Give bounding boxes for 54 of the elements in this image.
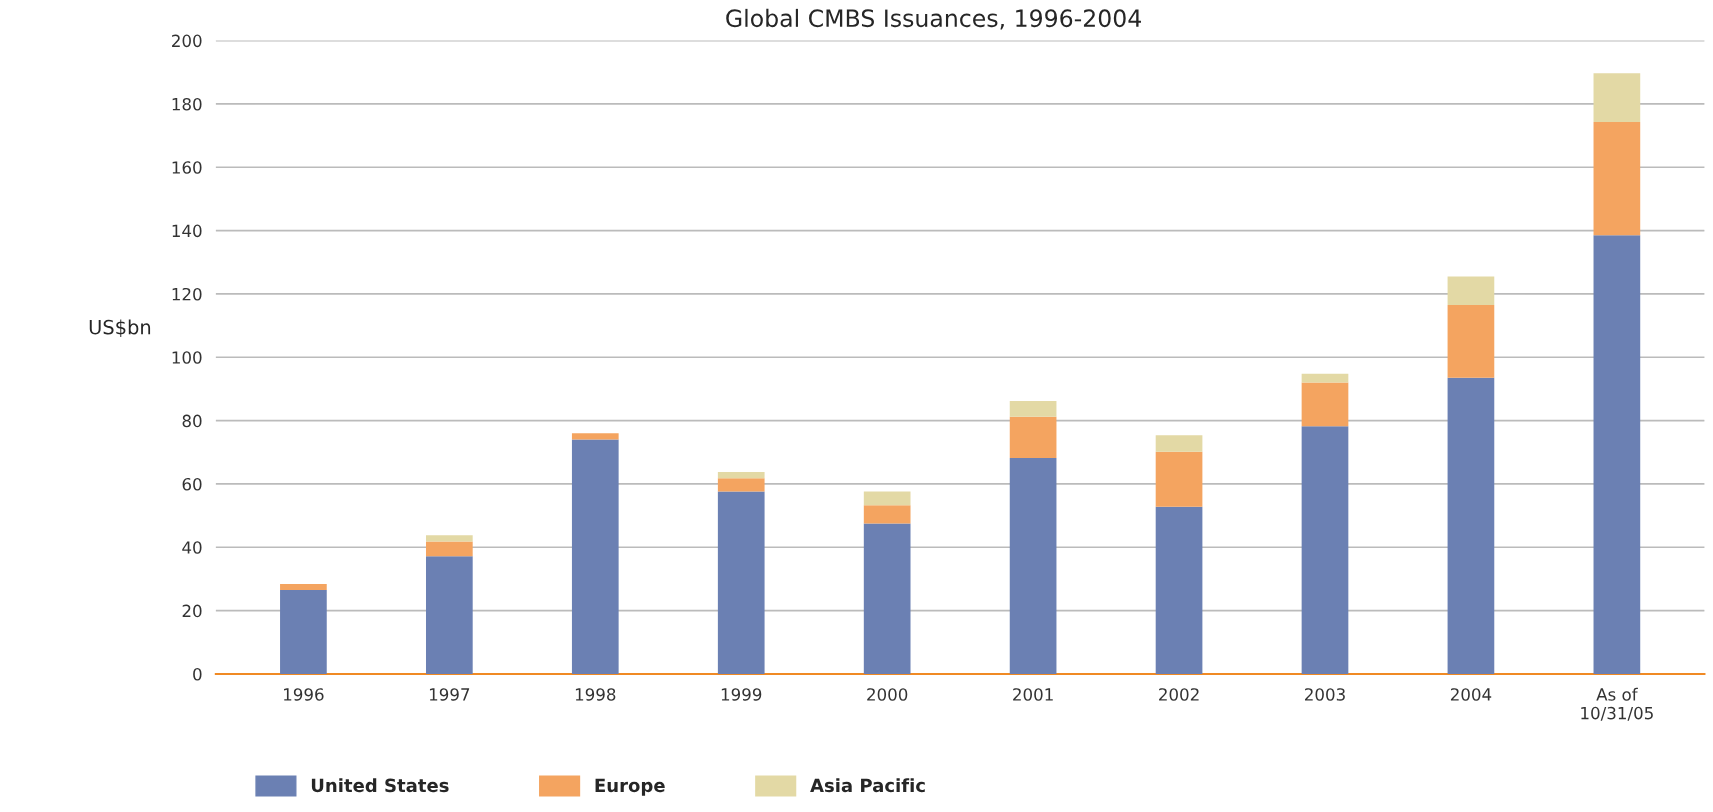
bar xyxy=(1447,305,1495,378)
bar xyxy=(863,523,911,674)
legend-label: United States xyxy=(311,778,449,793)
y-tick-label: 180 xyxy=(172,97,202,111)
y-tick-label: 200 xyxy=(172,34,202,48)
bar xyxy=(1447,276,1495,306)
bar xyxy=(1009,416,1057,458)
x-tick-label: 1996 xyxy=(284,688,324,701)
bar xyxy=(1009,400,1057,417)
x-tick-label: 2004 xyxy=(1450,688,1492,701)
bar xyxy=(1301,382,1349,427)
bar xyxy=(280,584,327,591)
y-tick-label: 160 xyxy=(172,161,202,174)
x-tick-label: 2000 xyxy=(867,688,908,701)
chart-title: Global CMBS Issuances, 1996-2004 xyxy=(726,8,1141,30)
bar xyxy=(1447,377,1495,674)
bar xyxy=(717,478,765,492)
bar xyxy=(863,491,911,506)
y-tick-label: 140 xyxy=(172,224,202,238)
bar xyxy=(863,505,911,524)
bar xyxy=(1593,121,1641,236)
x-tick-label: 2003 xyxy=(1305,688,1345,701)
x-tick-label: As of 10/31/05 xyxy=(1581,687,1653,721)
bar xyxy=(571,433,619,440)
y-tick-label: 60 xyxy=(182,477,202,491)
bar xyxy=(1301,426,1349,674)
bar xyxy=(1009,457,1057,674)
x-tick-label: 1999 xyxy=(721,688,762,701)
x-tick-label: 1998 xyxy=(575,688,616,701)
y-tick-label: 0 xyxy=(193,667,202,681)
bar xyxy=(425,535,473,542)
x-tick-label: 1997 xyxy=(429,688,470,701)
y-tick-label: 40 xyxy=(182,541,202,554)
bar xyxy=(1155,451,1203,507)
bar xyxy=(280,590,327,674)
y-tick-label: 120 xyxy=(172,287,202,301)
legend-label: Europe xyxy=(595,778,665,796)
y-tick-label: 20 xyxy=(182,604,202,618)
x-tick-label: 2001 xyxy=(1013,688,1053,701)
x-tick-label: 2002 xyxy=(1159,688,1199,701)
bar xyxy=(717,471,765,479)
bar xyxy=(1593,235,1641,674)
y-tick-label: 80 xyxy=(182,414,202,428)
bar xyxy=(1301,373,1349,383)
bar xyxy=(1593,73,1641,122)
bar xyxy=(425,541,473,557)
bar xyxy=(425,556,473,674)
bar xyxy=(717,491,765,674)
bar xyxy=(1155,435,1203,452)
legend-label: Asia Pacific xyxy=(810,778,925,793)
y-tick-label: 100 xyxy=(172,351,202,364)
y-axis-title: US$bn xyxy=(89,319,151,338)
bar xyxy=(1155,506,1203,674)
bar xyxy=(571,439,619,674)
